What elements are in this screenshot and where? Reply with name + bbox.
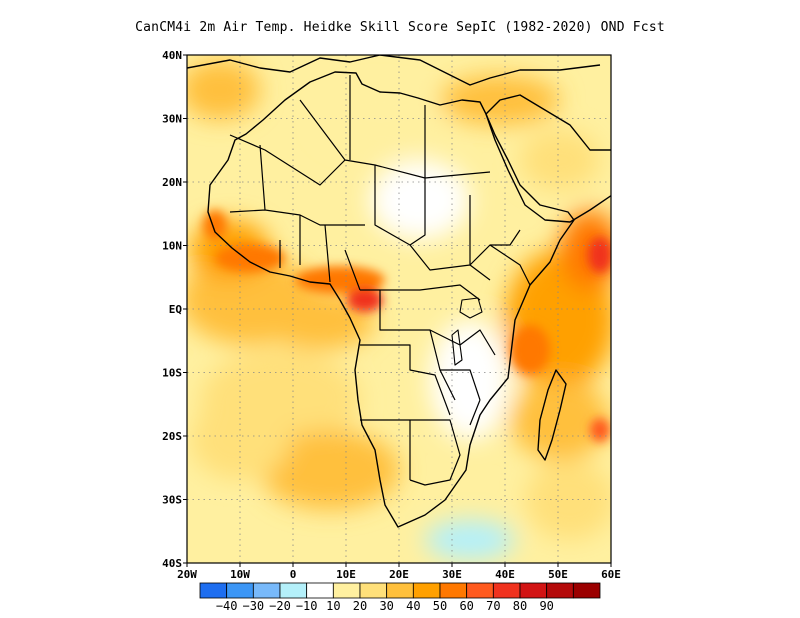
coastline-and-borders [187, 55, 611, 528]
longitude-labels: 20W 10W 0 10E 20E 30E 40E 50E 60E [177, 563, 621, 581]
lon-tick-label: 0 [290, 568, 297, 581]
lat-tick-label: 30N [162, 113, 182, 126]
field-hotspots [203, 210, 611, 442]
lon-tick-label: 40E [495, 568, 515, 581]
lon-tick-label: 10E [336, 568, 356, 581]
africa-coastline [207, 71, 575, 528]
lat-tick-label: 40S [162, 557, 182, 570]
colorbar-swatch [412, 582, 441, 599]
colorbar-swatch [386, 582, 414, 599]
lat-tick-label: 10N [162, 240, 182, 253]
latitude-labels: 40N 30N 20N 10N EQ 10S 20S 30S 40S [162, 49, 187, 570]
colorbar-label: −30 [242, 599, 264, 613]
lat-tick-label: 30S [162, 494, 182, 507]
colorbar-label: 60 [459, 599, 473, 613]
lon-tick-label: 60E [601, 568, 621, 581]
lat-tick-label: EQ [169, 303, 183, 316]
map-title: CanCM4i 2m Air Temp. Heidke Skill Score … [135, 20, 665, 35]
colorbar-swatch [466, 582, 494, 599]
shaded-field [187, 55, 611, 563]
colorbar-swatch [492, 582, 521, 599]
colorbar-label: −10 [296, 599, 318, 613]
colorbar-label: 10 [326, 599, 340, 613]
colorbar-label: 30 [379, 599, 393, 613]
colorbar-label: 20 [353, 599, 367, 613]
lon-tick-label: 30E [442, 568, 462, 581]
colorbar-swatch [359, 582, 388, 599]
arabia-coastline [485, 94, 611, 223]
lon-tick-label: 20E [389, 568, 409, 581]
colorbar-label: 90 [539, 599, 553, 613]
europe-coastline [187, 55, 601, 86]
colorbar-swatch [226, 582, 254, 599]
colorbar-label: 80 [513, 599, 527, 613]
lat-tick-label: 40N [162, 49, 182, 62]
lat-tick-label: 20S [162, 430, 182, 443]
colorbar-swatch [439, 582, 468, 599]
colorbar-swatch [306, 582, 334, 599]
colorbar-swatch [572, 582, 601, 599]
colorbar-label: −40 [216, 599, 238, 613]
lon-tick-label: 20W [177, 568, 197, 581]
grid-lines [187, 55, 611, 563]
colorbar: −40 −30 −20 −10 10 20 30 40 50 60 70 80 90 [199, 582, 601, 613]
lat-tick-label: 20N [162, 176, 182, 189]
colorbar-label: 50 [433, 599, 447, 613]
colorbar-label: −20 [269, 599, 291, 613]
colorbar-swatch [252, 582, 281, 599]
colorbar-swatch [199, 582, 228, 599]
lat-tick-label: 10S [162, 367, 182, 380]
lake-victoria [459, 297, 483, 319]
colorbar-label: 40 [406, 599, 420, 613]
colorbar-swatch [546, 582, 574, 599]
lon-tick-label: 50E [548, 568, 568, 581]
madagascar-coastline [537, 369, 567, 461]
colorbar-swatch [519, 582, 548, 599]
lon-tick-label: 10W [230, 568, 250, 581]
colorbar-swatch [332, 582, 361, 599]
colorbar-label: 70 [486, 599, 500, 613]
lake-tanganyika [451, 329, 463, 366]
country-borders [229, 75, 531, 486]
colorbar-swatch [279, 582, 308, 599]
